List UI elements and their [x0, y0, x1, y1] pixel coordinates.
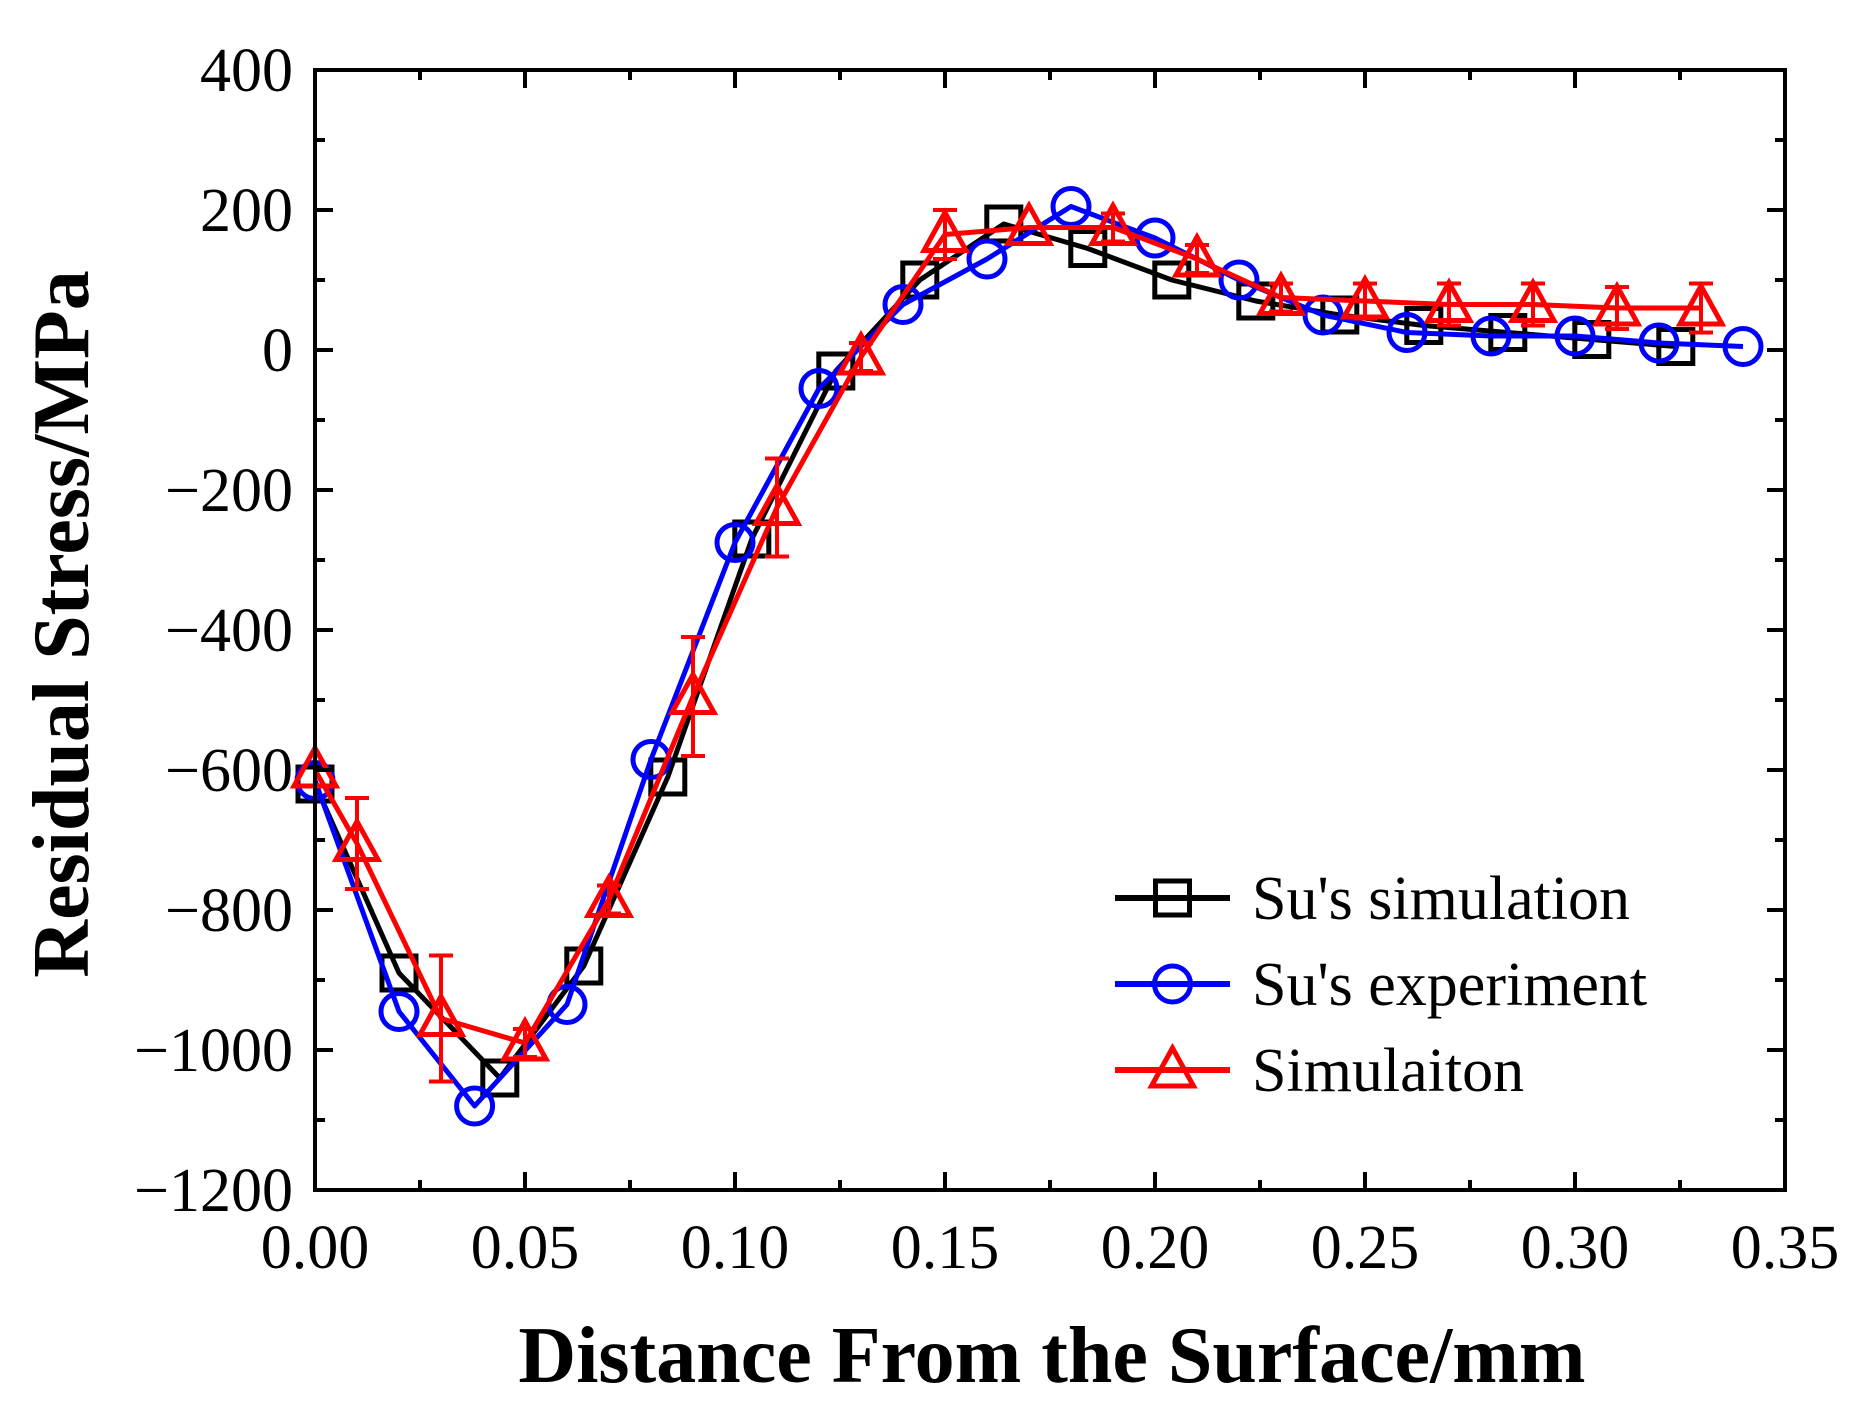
data-point-circle: [454, 1085, 496, 1127]
plot-series-layer: [289, 186, 1764, 1127]
y-tick-label: 0: [262, 317, 293, 385]
data-point-triangle: [1675, 280, 1727, 327]
x-tick-label: 0.20: [1101, 1214, 1210, 1282]
series-line: [312, 221, 1677, 1081]
data-point-circle: [1554, 315, 1596, 357]
data-point-triangle: [919, 207, 971, 253]
data-point-triangle: [1423, 277, 1475, 323]
legend-item: Simulaiton: [1115, 1037, 1524, 1105]
legend-marker-triangle: [1147, 1042, 1198, 1089]
y-tick-label: −1000: [134, 1017, 293, 1085]
y-tick-label: −400: [165, 597, 293, 665]
data-point-square: [1488, 313, 1528, 352]
data-point-circle: [1386, 312, 1428, 353]
data-point-triangle: [1087, 200, 1139, 246]
x-tick-label: 0.35: [1731, 1214, 1840, 1282]
y-tick-label: 200: [200, 177, 293, 245]
data-point-square: [1152, 260, 1192, 300]
data-point-circle: [1722, 326, 1764, 367]
legend-label: Su's simulation: [1252, 865, 1630, 933]
y-tick-label: −800: [165, 877, 293, 945]
series-line: [312, 204, 1744, 1109]
x-tick-label: 0.05: [471, 1214, 580, 1282]
data-point-triangle: [1003, 200, 1055, 246]
data-point-circle: [378, 991, 420, 1032]
x-tick-label: 0.00: [261, 1214, 370, 1282]
data-point-square: [480, 1058, 520, 1098]
data-point-circle: [714, 522, 756, 563]
axis-ticks: 0.00 0.05 0.10 0.15 0.20 0.25 0.30 0.35 −1200 −10…: [134, 37, 1839, 1282]
data-point-triangle: [1339, 273, 1391, 320]
data-point-square: [1068, 229, 1108, 268]
y-tick-label: −200: [165, 457, 293, 525]
data-point-circle: [798, 368, 840, 409]
y-tick-label: −600: [165, 737, 293, 805]
data-point-square: [379, 953, 419, 993]
y-tick-label: 400: [200, 37, 293, 105]
data-point-triangle: [1171, 231, 1223, 278]
y-axis-title: Residual Stress/MPa: [18, 270, 106, 977]
legend-marker-circle: [1152, 963, 1193, 1005]
data-point-triangle: [751, 480, 803, 526]
data-point-circle: [1470, 315, 1512, 357]
y-tick-label: −1200: [134, 1157, 293, 1225]
data-point-triangle: [331, 816, 383, 862]
x-tick-label: 0.10: [681, 1214, 790, 1282]
data-point-circle: [882, 284, 924, 325]
legend-marker-square: [1153, 878, 1192, 918]
x-axis-title: Distance From the Surface/mm: [518, 1312, 1585, 1400]
legend-item: Su's experiment: [1115, 951, 1647, 1019]
series-triangle: [289, 200, 1727, 1084]
data-point-circle: [1638, 322, 1680, 364]
legend: Su's simulation Su's experiment Simulaiton: [1115, 865, 1647, 1105]
data-point-triangle: [415, 991, 467, 1037]
legend-label: Simulaiton: [1252, 1037, 1524, 1105]
legend-item: Su's simulation: [1115, 865, 1630, 933]
data-point-triangle: [667, 669, 719, 715]
data-point-triangle: [1591, 280, 1643, 327]
data-point-triangle: [583, 872, 635, 918]
data-point-circle: [966, 238, 1008, 280]
x-tick-label: 0.15: [891, 1214, 1000, 1282]
legend-label: Su's experiment: [1252, 951, 1647, 1019]
x-tick-label: 0.30: [1521, 1214, 1630, 1282]
data-point-circle: [1050, 186, 1092, 227]
data-point-triangle: [499, 1015, 551, 1062]
data-point-triangle: [1255, 270, 1307, 316]
x-tick-label: 0.25: [1311, 1214, 1420, 1282]
data-point-triangle: [835, 329, 887, 376]
data-point-triangle: [1507, 277, 1559, 323]
data-point-circle: [1218, 259, 1260, 301]
